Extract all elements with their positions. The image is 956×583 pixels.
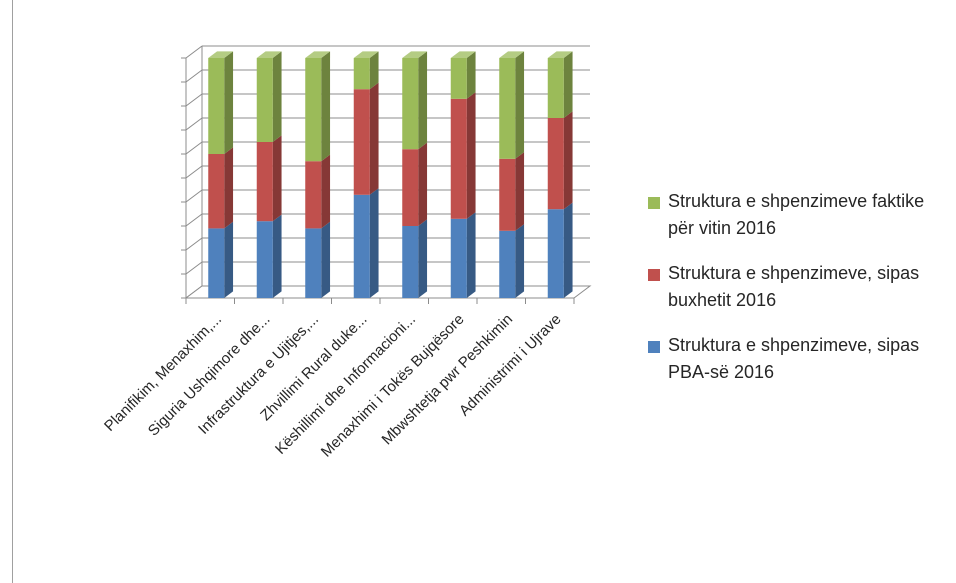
bar-top bbox=[547, 51, 573, 58]
bar-top bbox=[499, 51, 525, 58]
bar-side-red bbox=[321, 154, 331, 229]
legend-label-actual: Struktura e shpenzimeve faktike për viti… bbox=[668, 191, 925, 238]
bar-segment bbox=[353, 58, 370, 90]
bar-segment bbox=[499, 158, 516, 231]
bar-top bbox=[256, 51, 282, 58]
gridline-depth bbox=[185, 237, 203, 251]
bar-segment bbox=[305, 161, 322, 229]
gridline-depth bbox=[185, 261, 203, 275]
legend-item-pba: Struktura e shpenzimeve, sipas PBA-së 20… bbox=[648, 332, 948, 386]
document-margin-line bbox=[12, 0, 13, 583]
bar-segment bbox=[208, 228, 225, 298]
bar-segment bbox=[450, 218, 467, 298]
bar-segment bbox=[402, 58, 419, 150]
bar-segment bbox=[353, 89, 370, 195]
bar-side-green bbox=[369, 51, 379, 90]
bar-segment bbox=[499, 58, 516, 159]
bar-segment bbox=[499, 230, 516, 298]
legend-item-actual: Struktura e shpenzimeve faktike për viti… bbox=[648, 188, 948, 242]
bar-side-blue bbox=[272, 214, 282, 298]
bar-side-blue bbox=[418, 219, 428, 298]
bar-side-red bbox=[563, 111, 573, 210]
bar-top bbox=[305, 51, 331, 58]
legend-swatch-red bbox=[648, 269, 660, 281]
legend-label-pba: Struktura e shpenzimeve, sipas PBA-së 20… bbox=[668, 335, 920, 382]
bar-side-blue bbox=[369, 188, 379, 298]
bar-side-green bbox=[563, 51, 573, 118]
bar-segment bbox=[450, 98, 467, 219]
bar-segment bbox=[547, 209, 564, 298]
bar-segment bbox=[256, 221, 273, 298]
stacked-bar-chart: Planifikim, Menaxhim,...Siguria Ushqimor… bbox=[101, 45, 592, 461]
gridline-depth bbox=[185, 189, 203, 203]
bar-side-red bbox=[369, 82, 379, 195]
bar-side-green bbox=[515, 51, 525, 159]
bar-side-red bbox=[515, 152, 525, 231]
bar-side-green bbox=[418, 51, 428, 150]
legend-swatch-green bbox=[648, 197, 660, 209]
bar-segment bbox=[305, 58, 322, 162]
bar-segment bbox=[402, 149, 419, 226]
legend-label-budget: Struktura e shpenzimeve, sipas buxhetit … bbox=[668, 263, 920, 310]
bar-segment bbox=[256, 142, 273, 222]
bar-segment bbox=[402, 226, 419, 298]
bar-segment bbox=[208, 58, 225, 154]
chart-floor bbox=[184, 285, 592, 299]
bar-side-green bbox=[466, 51, 476, 99]
bar-segment bbox=[208, 154, 225, 229]
bar-side-red bbox=[224, 147, 234, 229]
bar-side-blue bbox=[466, 212, 476, 298]
gridline-depth bbox=[185, 117, 203, 131]
bar-side-blue bbox=[563, 202, 573, 298]
bar-side-green bbox=[272, 51, 282, 142]
gridline-depth bbox=[185, 45, 203, 59]
bar-side-red bbox=[466, 92, 476, 219]
bar-top bbox=[402, 51, 428, 58]
chart-legend: Struktura e shpenzimeve faktike për viti… bbox=[648, 188, 948, 404]
gridline-depth bbox=[185, 165, 203, 179]
bar-segment bbox=[305, 228, 322, 298]
bar-side-blue bbox=[321, 221, 331, 298]
bar-side-blue bbox=[515, 224, 525, 298]
bar-side-green bbox=[224, 51, 234, 154]
bar-top bbox=[208, 51, 234, 58]
bar-segment bbox=[353, 194, 370, 298]
bar-segment bbox=[547, 118, 564, 210]
bar-segment bbox=[256, 58, 273, 142]
bar-side-blue bbox=[224, 221, 234, 298]
bar-top bbox=[353, 51, 379, 58]
bar-side-green bbox=[321, 51, 331, 162]
gridline-depth bbox=[185, 213, 203, 227]
gridline-depth bbox=[185, 93, 203, 107]
bar-top bbox=[450, 51, 476, 58]
legend-item-budget: Struktura e shpenzimeve, sipas buxhetit … bbox=[648, 260, 948, 314]
bar-segment bbox=[547, 58, 564, 118]
legend-swatch-blue bbox=[648, 341, 660, 353]
bar-segment bbox=[450, 58, 467, 99]
gridline-depth bbox=[185, 69, 203, 83]
bar-side-red bbox=[272, 135, 282, 222]
bar-side-red bbox=[418, 142, 428, 226]
gridline-depth bbox=[185, 141, 203, 155]
